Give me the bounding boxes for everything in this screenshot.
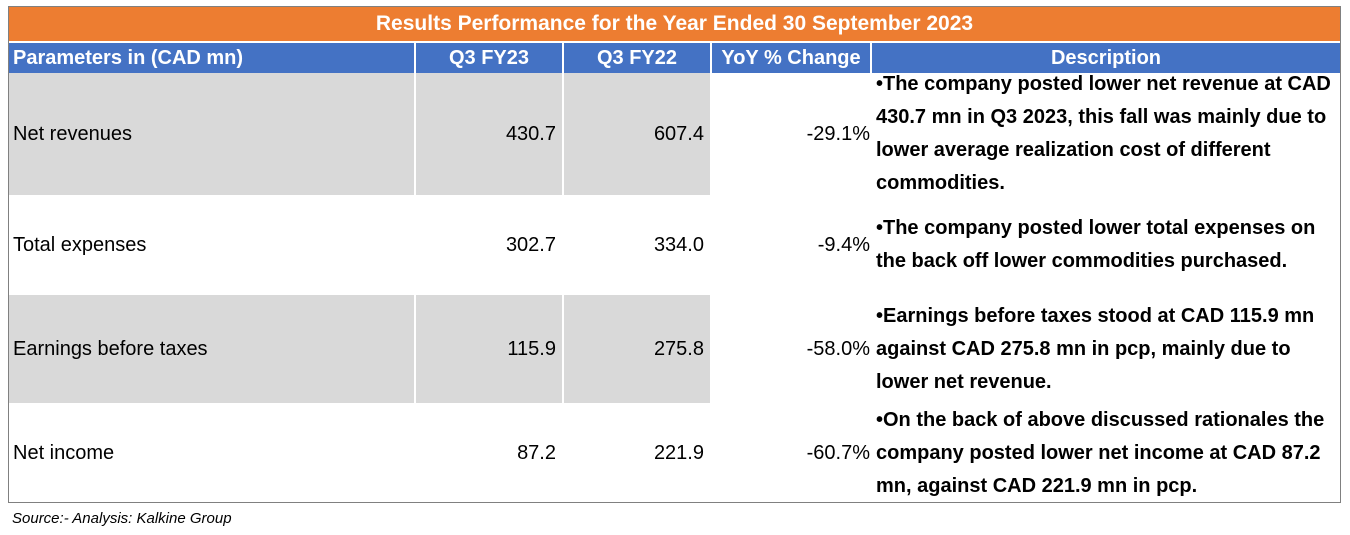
row-net-income-q3fy23: 87.2 bbox=[517, 441, 556, 464]
row-net-income-label: Net income bbox=[13, 441, 115, 464]
header-description: Description bbox=[872, 43, 1340, 73]
row-total-expenses-q3fy22: 334.0 bbox=[653, 233, 704, 256]
header-q3fy23: Q3 FY23 bbox=[416, 43, 562, 73]
row-net-income-description: •On the back of above discussed rational… bbox=[876, 408, 1325, 497]
header-parameters: Parameters in (CAD mn) bbox=[9, 43, 414, 73]
row-total-expenses-label: Total expenses bbox=[13, 233, 147, 256]
row-ebt-description: •Earnings before taxes stood at CAD 115.… bbox=[876, 304, 1315, 393]
table-title: Results Performance for the Year Ended 3… bbox=[9, 7, 1340, 41]
header-q3fy22: Q3 FY22 bbox=[564, 43, 710, 73]
row-total-expenses-yoy: -9.4% bbox=[817, 233, 870, 256]
source-note: Source:- Analysis: Kalkine Group bbox=[12, 510, 232, 527]
row-net-revenues-label: Net revenues bbox=[9, 73, 414, 195]
row-net-revenues-q3fy23: 430.7 bbox=[416, 73, 562, 195]
row-net-revenues-yoy: -29.1% bbox=[806, 122, 870, 145]
row-ebt-yoy: -58.0% bbox=[806, 337, 870, 360]
row-ebt-q3fy23: 115.9 bbox=[416, 295, 562, 403]
row-ebt-label: Earnings before taxes bbox=[9, 295, 414, 403]
row-net-revenues-q3fy22: 607.4 bbox=[564, 73, 710, 195]
row-total-expenses-description: •The company posted lower total expenses… bbox=[876, 217, 1316, 272]
header-yoy-change: YoY % Change bbox=[712, 43, 870, 73]
row-ebt-q3fy22: 275.8 bbox=[564, 295, 710, 403]
results-table: Results Performance for the Year Ended 3… bbox=[8, 6, 1341, 503]
row-total-expenses-q3fy23: 302.7 bbox=[505, 233, 556, 256]
row-net-revenues-description: •The company posted lower net revenue at… bbox=[876, 73, 1331, 194]
row-net-income-q3fy22: 221.9 bbox=[653, 441, 704, 464]
row-net-income-yoy: -60.7% bbox=[806, 441, 870, 464]
